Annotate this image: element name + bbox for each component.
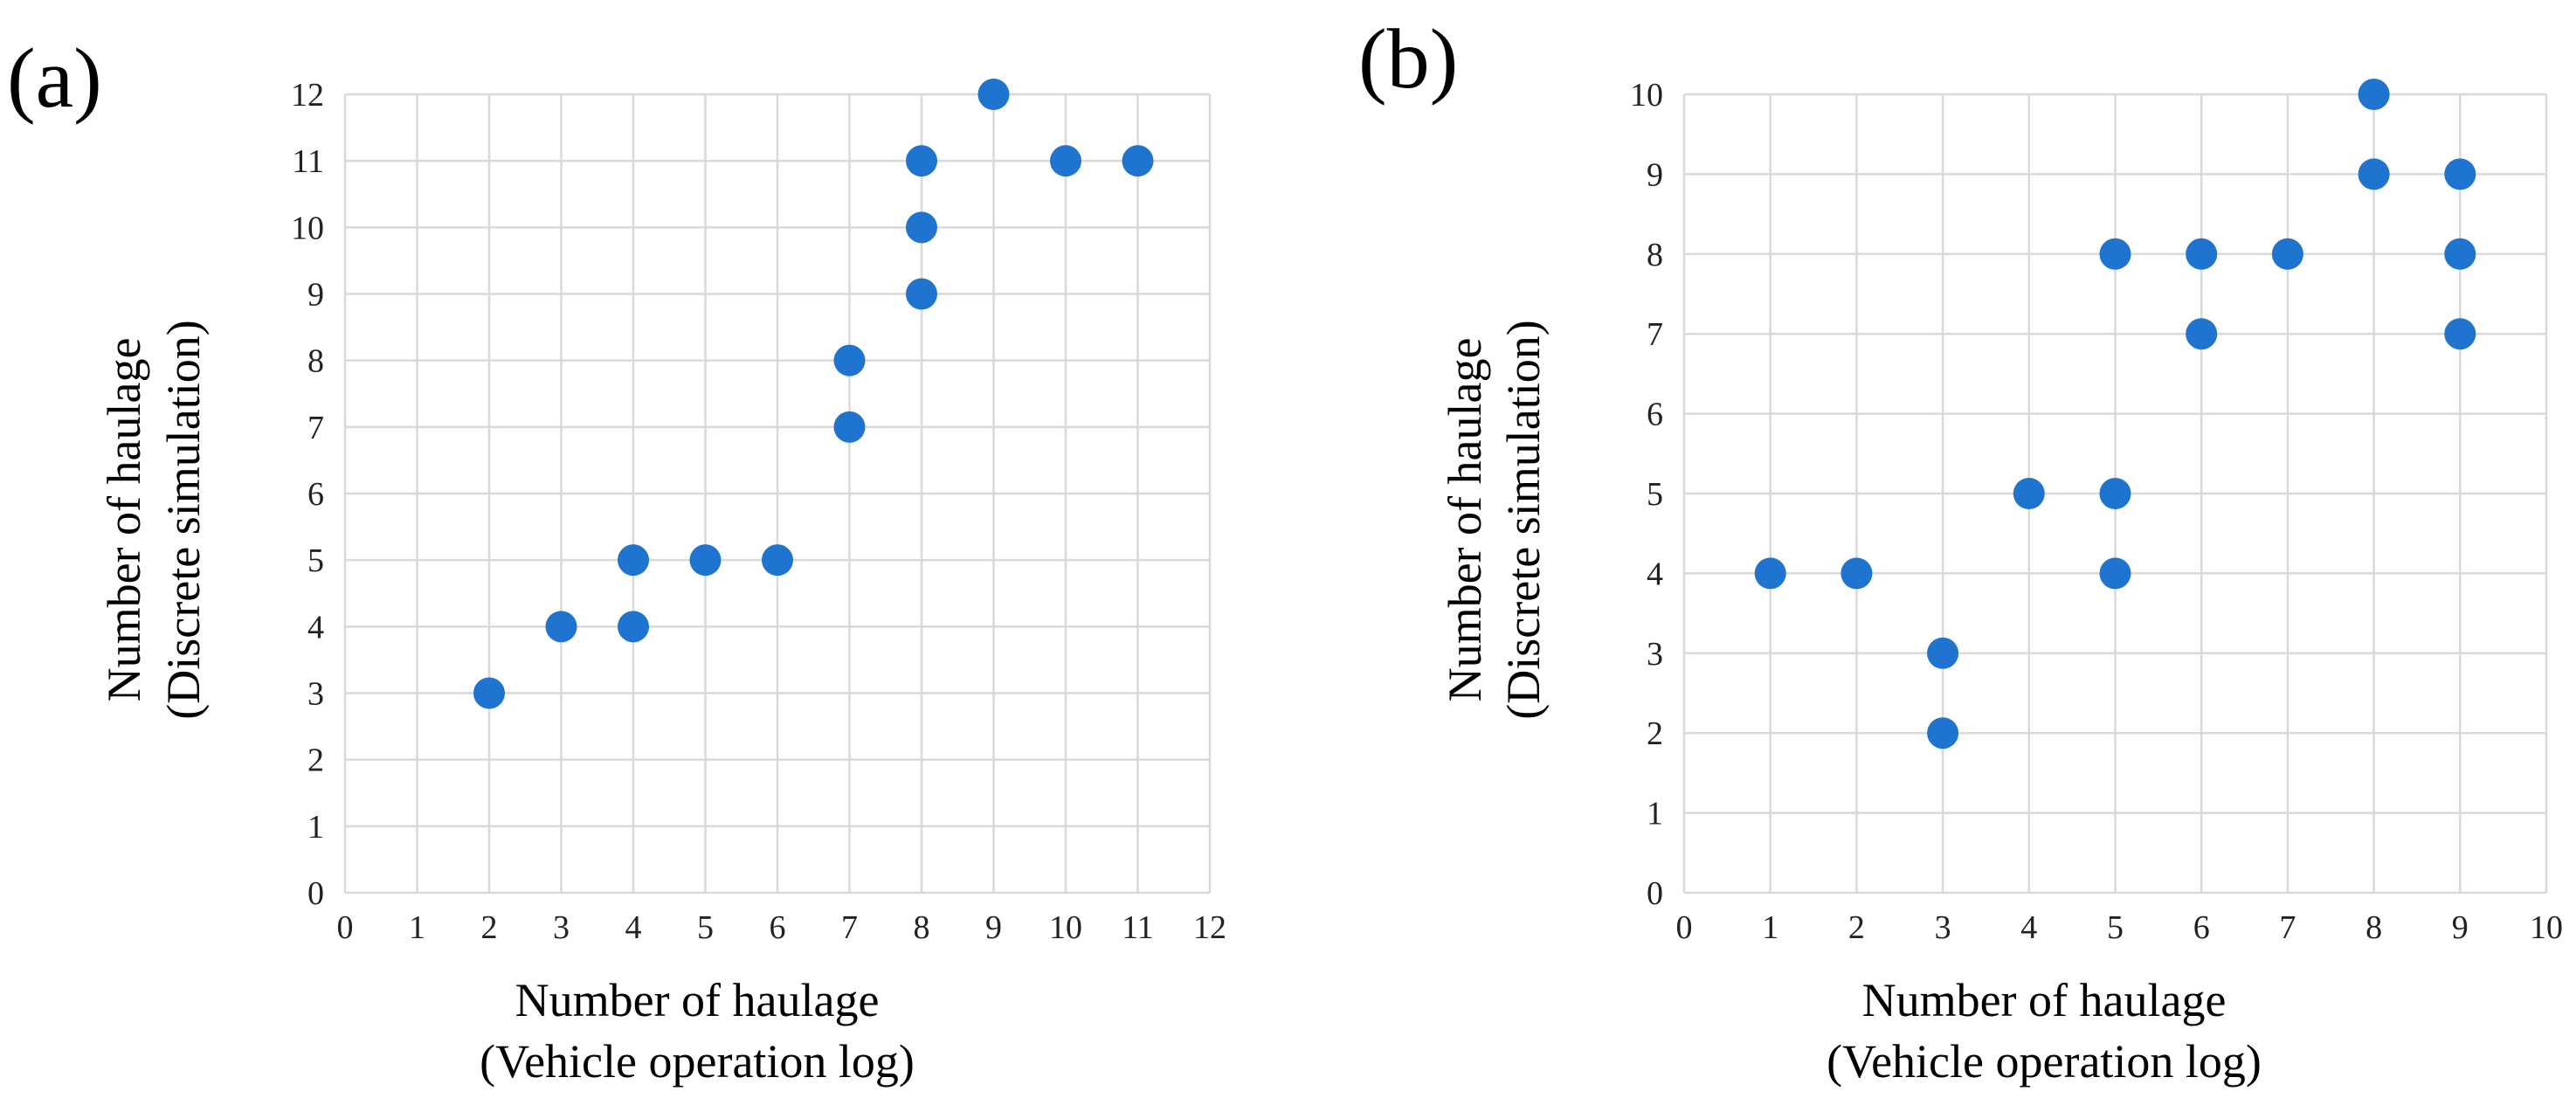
y-tick-label: 0	[1647, 875, 1663, 912]
scatter-point	[2013, 478, 2045, 509]
y-tick-label: 3	[307, 676, 324, 713]
scatter-point	[833, 411, 866, 443]
x-tick-label: 8	[914, 909, 930, 946]
scatter-point	[833, 344, 866, 376]
scatter-point	[618, 611, 649, 643]
y-tick-label: 5	[307, 542, 324, 579]
y-tick-label: 9	[1647, 156, 1663, 193]
y-tick-label: 1	[1647, 796, 1663, 832]
scatter-point	[2099, 238, 2131, 270]
scatter-point	[618, 544, 649, 577]
y-axis-title-line1: Number of haulage	[98, 338, 150, 702]
scatter-point	[2099, 478, 2131, 509]
x-tick-label: 12	[1193, 909, 1226, 946]
x-tick-label: 1	[1762, 909, 1778, 946]
data-points	[473, 79, 1154, 709]
y-tick-label: 6	[1647, 397, 1663, 433]
x-tick-label: 5	[697, 909, 714, 946]
scatter-point	[2444, 158, 2476, 190]
scatter-point	[762, 544, 793, 577]
y-tick-label: 10	[291, 210, 324, 246]
y-tick-label: 5	[1647, 476, 1663, 513]
scatter-point	[977, 79, 1010, 110]
y-tick-label: 7	[1647, 316, 1663, 353]
x-tick-label: 9	[2452, 909, 2469, 946]
x-tick-labels: 0 1 2 3 4 5 6 7 8 9 10 11 12	[337, 909, 1227, 946]
x-tick-label: 2	[481, 909, 498, 946]
y-tick-label: 4	[1647, 556, 1663, 592]
y-tick-label: 2	[1647, 715, 1663, 752]
scatter-point	[2358, 158, 2390, 190]
y-tick-label: 6	[307, 476, 324, 513]
x-tick-label: 2	[1848, 909, 1865, 946]
x-tick-label: 0	[337, 909, 354, 946]
x-tick-label: 4	[2020, 909, 2037, 946]
x-axis-title-line2: (Vehicle operation log)	[1827, 1035, 2262, 1088]
scatter-point	[689, 544, 722, 577]
y-tick-label: 4	[307, 609, 324, 646]
y-tick-label: 9	[307, 277, 324, 314]
x-tick-label: 10	[1049, 909, 1082, 946]
y-tick-label: 8	[1647, 237, 1663, 273]
x-tick-label: 10	[2530, 909, 2563, 946]
x-tick-label: 4	[625, 909, 642, 946]
x-axis-title-line2: (Vehicle operation log)	[480, 1035, 915, 1088]
y-axis-title-line2: (Discrete simulation)	[1497, 320, 1550, 719]
scatter-point	[2186, 318, 2218, 350]
panel-label: (a)	[7, 31, 102, 126]
data-points	[1754, 79, 2476, 749]
scatter-point	[473, 677, 505, 709]
y-tick-labels: 0 1 2 3 4 5 6 7 8 9 10	[1630, 77, 1663, 912]
x-tick-label: 6	[2193, 909, 2210, 946]
y-axis-title-line2: (Discrete simulation)	[157, 320, 210, 719]
y-tick-label: 1	[307, 809, 324, 846]
grid	[343, 93, 1212, 894]
scatter-point	[1050, 145, 1081, 177]
scatter-point	[906, 145, 937, 177]
x-tick-label: 7	[841, 909, 858, 946]
x-tick-label: 8	[2365, 909, 2382, 946]
scatter-point	[1754, 557, 1786, 590]
scatter-point	[1122, 145, 1154, 177]
y-tick-label: 0	[307, 875, 324, 912]
scatter-point	[2358, 79, 2390, 110]
x-tick-label: 3	[553, 909, 570, 946]
scatter-point	[545, 611, 577, 643]
x-tick-label: 3	[1935, 909, 1951, 946]
scatter-point	[906, 211, 937, 244]
scatter-point	[1927, 717, 1959, 749]
x-tick-label: 1	[409, 909, 425, 946]
y-tick-label: 10	[1630, 77, 1663, 114]
y-tick-label: 2	[307, 742, 324, 779]
x-tick-label: 6	[770, 909, 786, 946]
y-tick-label: 7	[307, 410, 324, 446]
x-axis-title-line1: Number of haulage	[1862, 974, 2227, 1026]
x-tick-label: 9	[985, 909, 1002, 946]
panel-label: (b)	[1358, 12, 1458, 107]
scatter-point	[906, 278, 937, 310]
chart-panel-b: (b) 0 1 2 3 4 5 6 7 8 9 10 0 1 2 3 4 5 6 7 8 9 10 Number of …	[1358, 12, 2563, 1088]
y-axis-title-line1: Number of haulage	[1439, 338, 1491, 702]
scatter-point	[1840, 557, 1873, 590]
scatter-point	[2444, 318, 2476, 350]
x-tick-label: 5	[2107, 909, 2124, 946]
scatter-point	[2444, 238, 2476, 270]
y-tick-label: 3	[1647, 636, 1663, 673]
y-tick-label: 12	[291, 77, 324, 114]
x-tick-label: 7	[2279, 909, 2296, 946]
scatter-point	[1927, 637, 1959, 669]
y-tick-label: 11	[292, 143, 324, 180]
x-tick-labels: 0 1 2 3 4 5 6 7 8 9 10	[1676, 909, 2564, 946]
scatter-point	[2099, 557, 2131, 590]
x-tick-label: 11	[1122, 909, 1154, 946]
x-tick-label: 0	[1676, 909, 1693, 946]
scatter-point	[2186, 238, 2218, 270]
scatter-point	[2271, 238, 2303, 270]
x-axis-title-line1: Number of haulage	[515, 974, 880, 1026]
y-tick-label: 8	[307, 343, 324, 380]
